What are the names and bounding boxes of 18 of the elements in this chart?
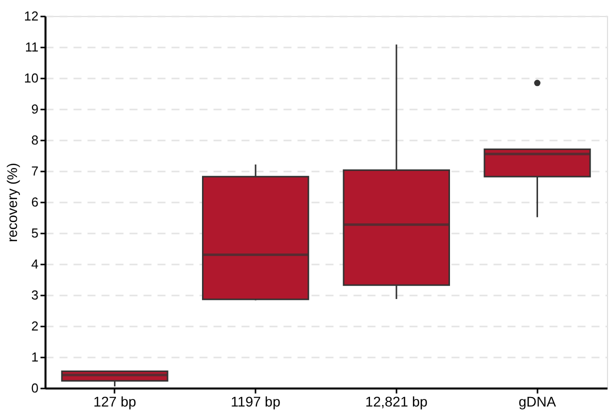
- y-tick-label: 0: [31, 380, 38, 396]
- y-tick-label: 10: [24, 70, 38, 86]
- y-tick-label: 4: [31, 256, 38, 272]
- x-tick-label: 1197 bp: [230, 394, 281, 410]
- y-tick-label: 5: [31, 226, 38, 240]
- y-tick-label: 6: [31, 194, 38, 210]
- y-tick-label: 2: [31, 318, 38, 334]
- y-tick-label: 12: [24, 8, 38, 24]
- y-tick-label: 11: [25, 40, 38, 54]
- x-tick-label: 127 bp: [93, 394, 136, 410]
- x-tick-label: gDNA: [518, 394, 557, 410]
- y-tick-label: 9: [31, 102, 38, 116]
- y-axis-title: recovery (%): [4, 162, 20, 242]
- y-tick-label: 7: [31, 164, 38, 178]
- y-tick-label: 1: [31, 350, 38, 364]
- y-tick-label: 8: [31, 132, 38, 148]
- x-tick-label: 12,821 bp: [365, 394, 428, 410]
- y-tick-label: 3: [31, 288, 38, 302]
